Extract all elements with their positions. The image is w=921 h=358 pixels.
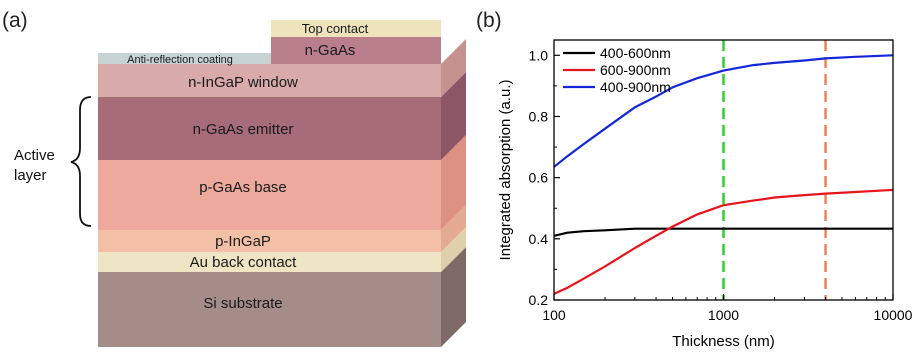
y-tick-label-1: 0.4	[529, 231, 549, 247]
series-line-2	[553, 54, 894, 168]
legend-label-2: 400-900nm	[600, 79, 671, 95]
base-side	[441, 135, 466, 230]
arc-front	[98, 53, 271, 64]
active-label-line2: layer	[14, 167, 47, 184]
top-contact-front	[271, 20, 441, 37]
layer-stack	[98, 20, 466, 347]
cap-label: n-GaAs	[305, 42, 356, 59]
emitter-side	[441, 72, 466, 160]
y-tick-label-0: 0.2	[529, 292, 549, 308]
window-side	[441, 39, 466, 97]
x-tick-label-1: 1000	[708, 307, 739, 323]
x-tick-label-2: 10000	[874, 307, 913, 323]
window-label: n-InGaP window	[188, 74, 298, 91]
emitter-front	[98, 97, 441, 160]
base-front	[98, 160, 441, 230]
window-front	[98, 64, 441, 97]
cap-front	[271, 37, 441, 64]
substrate-label: Si substrate	[203, 295, 282, 312]
arc-label: Anti-reflection coating	[127, 54, 233, 66]
x-axis-label: Thickness (nm)	[672, 333, 775, 350]
substrate-front	[98, 272, 441, 347]
back-contact-label: Au back contact	[190, 254, 298, 271]
y-axis-label: Integrated absorption (a.u.)	[497, 80, 514, 261]
panel-b-label: (b)	[476, 9, 502, 32]
y-tick-label-4: 1.0	[529, 47, 549, 63]
back-contact-front	[98, 252, 441, 272]
y-tick-label-2: 0.6	[529, 170, 549, 186]
legend-label-1: 600-900nm	[600, 62, 671, 78]
top-contact-label: Top contact	[302, 21, 369, 36]
y-tick-label-3: 0.8	[529, 108, 549, 124]
bsf-front	[98, 230, 441, 252]
legend-label-0: 400-600nm	[600, 45, 671, 61]
series-line-1	[553, 188, 894, 295]
back-contact-side	[441, 227, 466, 272]
layer-labels: Top contact n-GaAs Anti-reflection coati…	[127, 21, 369, 312]
bsf-side	[441, 205, 466, 252]
active-layer-brace	[70, 96, 92, 227]
panel-a-label: (a)	[2, 9, 28, 32]
series-line-0	[553, 227, 893, 237]
active-label-line1: Active	[14, 147, 55, 164]
bsf-label: p-InGaP	[215, 233, 271, 250]
base-label: p-GaAs base	[199, 179, 287, 196]
x-tick-label-0: 100	[542, 307, 566, 323]
absorption-chart: 0.2 0.4 0.6 0.8 1.0 100 1000 10000 Thickness (nm…	[497, 39, 913, 350]
emitter-label: n-GaAs emitter	[193, 121, 294, 138]
substrate-side	[441, 247, 466, 347]
